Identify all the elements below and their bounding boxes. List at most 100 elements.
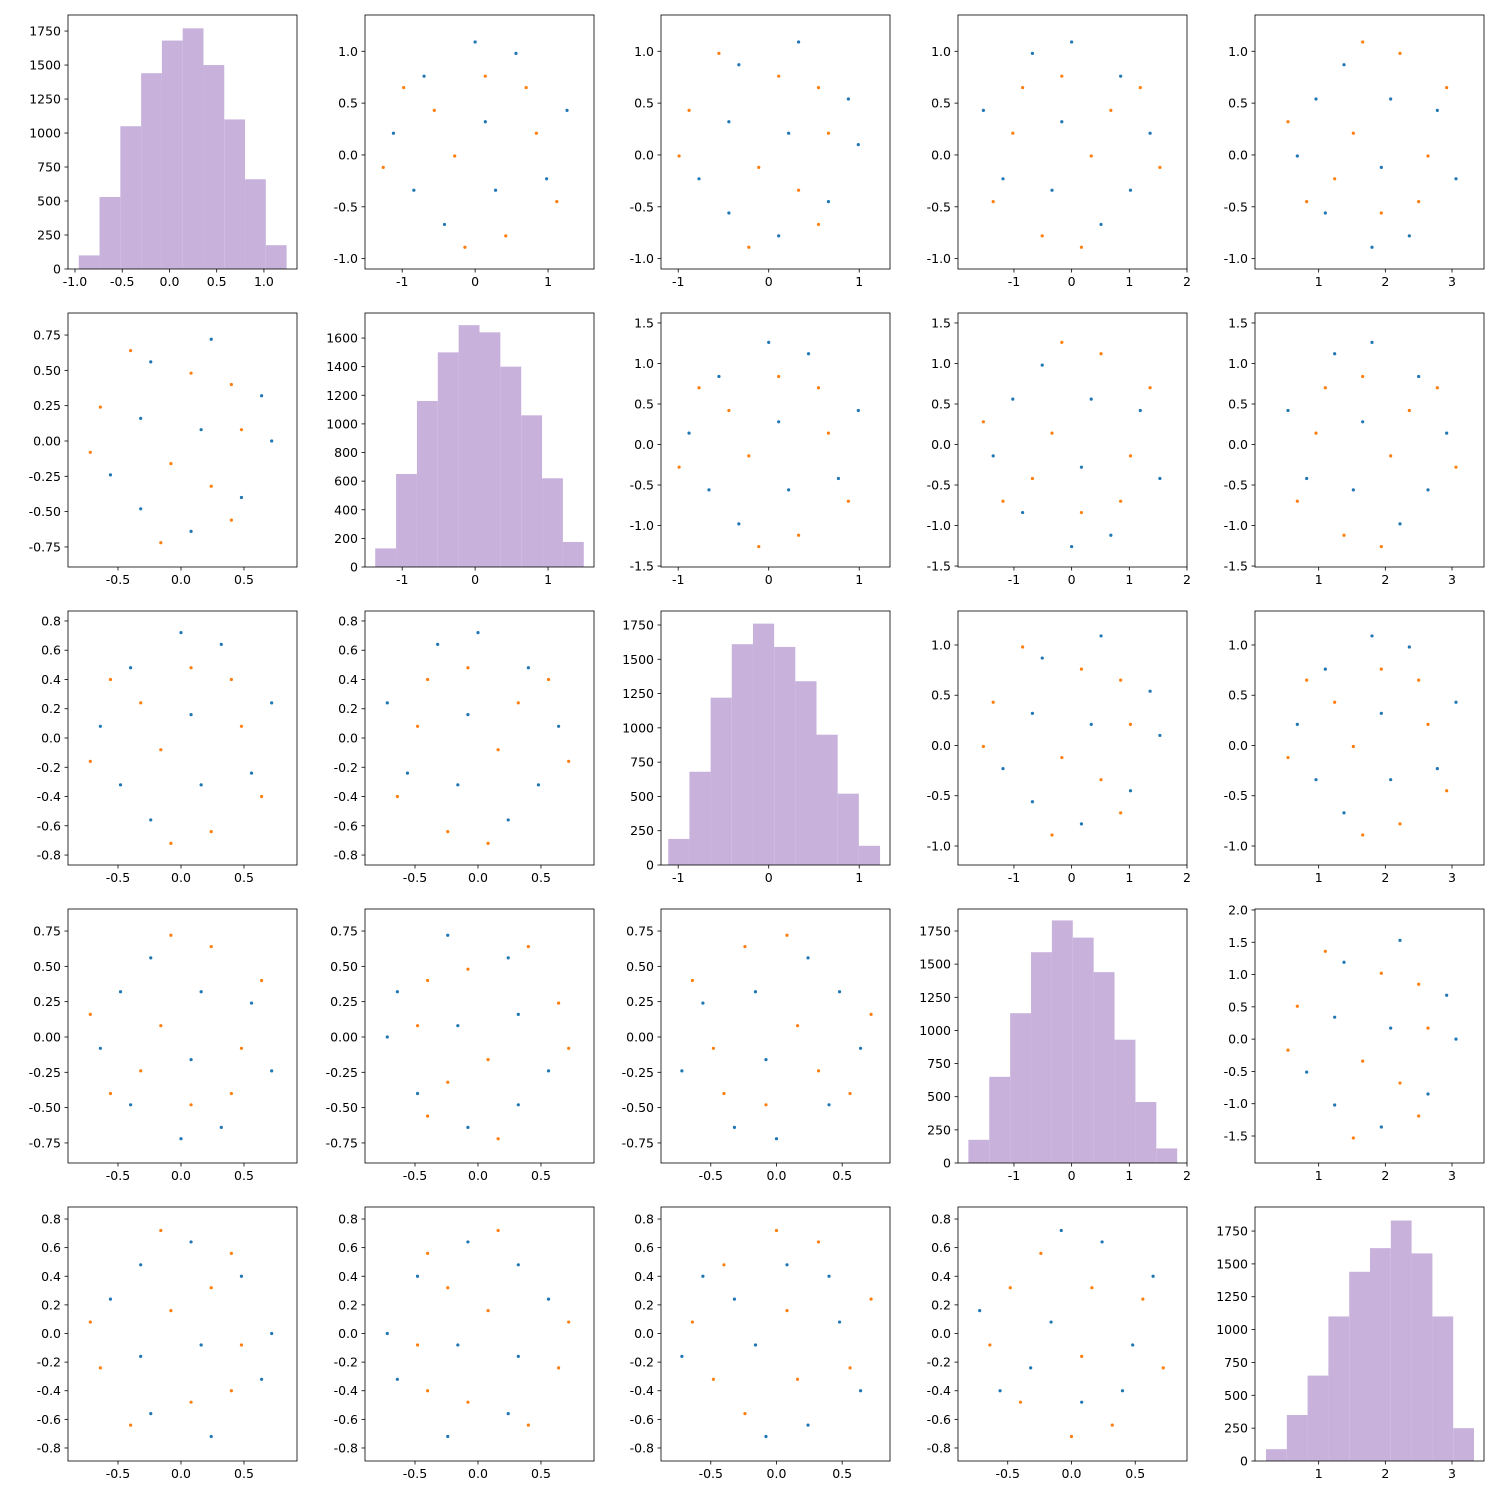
y-tick-label: -0.5 xyxy=(1224,788,1248,803)
x-tick-label: -0.5 xyxy=(403,1168,427,1183)
y-tick-label: -1.0 xyxy=(927,251,951,266)
y-tick-label: 0.00 xyxy=(33,433,61,448)
point xyxy=(1454,465,1458,469)
x-tick-label: -0.5 xyxy=(106,1466,130,1481)
y-tick-label: 0.25 xyxy=(33,398,61,413)
point xyxy=(1151,1274,1155,1278)
point xyxy=(88,759,92,764)
x-tick-label: 2 xyxy=(1381,1168,1389,1183)
point xyxy=(1417,374,1421,379)
axes-frame xyxy=(364,908,595,1164)
hist-bar xyxy=(1286,1415,1308,1461)
point xyxy=(1079,465,1084,469)
y-tick-label: -0.8 xyxy=(334,1440,358,1455)
point xyxy=(239,724,244,728)
point xyxy=(260,394,264,398)
x-tick-label: -1 xyxy=(1008,870,1020,885)
point xyxy=(108,1297,113,1301)
point xyxy=(453,154,457,158)
point xyxy=(753,990,758,994)
point xyxy=(690,1320,695,1324)
y-tick-label: 1500 xyxy=(622,652,654,667)
axes-frame xyxy=(957,312,1188,568)
point xyxy=(991,700,995,704)
point xyxy=(189,666,193,670)
x-tick-label: 1 xyxy=(1315,870,1323,885)
point xyxy=(757,165,761,169)
point xyxy=(1323,949,1327,953)
y-tick-label: 1000 xyxy=(29,126,61,141)
point xyxy=(1141,1297,1145,1301)
point xyxy=(1099,778,1103,782)
y-tick-label: 0.0 xyxy=(634,437,654,452)
point xyxy=(978,1309,982,1313)
hist-bar xyxy=(78,255,100,269)
y-tick-label: 0.2 xyxy=(634,1297,654,1312)
point xyxy=(149,1412,153,1416)
point xyxy=(516,1263,520,1267)
axes-frame xyxy=(660,14,891,270)
point xyxy=(1070,544,1074,549)
point xyxy=(546,1297,551,1301)
point xyxy=(785,1309,789,1313)
y-tick-label: 0.6 xyxy=(634,1240,654,1255)
x-tick-label: 0.5 xyxy=(1125,1466,1145,1481)
point xyxy=(1295,154,1299,158)
point xyxy=(239,1343,244,1347)
y-tick-label: 0.5 xyxy=(634,396,654,411)
x-tick-label: -0.5 xyxy=(699,1168,723,1183)
y-tick-label: -0.5 xyxy=(927,199,951,214)
x-tick-label: -1 xyxy=(1008,274,1020,289)
y-tick-label: 250 xyxy=(37,228,61,243)
point xyxy=(1407,645,1411,649)
point xyxy=(837,1320,842,1324)
y-tick-label: 1600 xyxy=(326,331,358,346)
y-tick-label: 0.2 xyxy=(41,1297,61,1312)
point xyxy=(270,439,274,443)
point xyxy=(412,188,416,192)
y-tick-label: -0.25 xyxy=(29,469,61,484)
point xyxy=(260,1377,264,1381)
y-tick-label: 500 xyxy=(37,194,61,209)
point xyxy=(1389,454,1393,458)
axes-frame xyxy=(1254,908,1485,1164)
point xyxy=(415,1091,420,1096)
y-tick-label: 0.0 xyxy=(338,147,358,162)
point xyxy=(415,1343,420,1347)
point xyxy=(108,677,113,682)
point xyxy=(1069,1434,1074,1439)
point xyxy=(690,978,695,983)
y-tick-label: 0 xyxy=(646,858,654,873)
point xyxy=(806,1423,810,1427)
point xyxy=(785,933,789,937)
y-tick-label: -0.50 xyxy=(326,1100,358,1115)
point xyxy=(1050,431,1054,435)
x-tick-label: 0.0 xyxy=(468,870,488,885)
y-tick-label: -0.2 xyxy=(37,1355,61,1370)
hist-bar xyxy=(1093,972,1115,1163)
point xyxy=(426,1114,430,1118)
point xyxy=(981,744,985,749)
point xyxy=(777,74,781,78)
point xyxy=(764,1057,768,1062)
point xyxy=(1089,154,1093,158)
point xyxy=(239,1046,244,1050)
point xyxy=(743,944,747,949)
point xyxy=(442,222,447,227)
hist-bar xyxy=(99,196,121,269)
point xyxy=(1342,63,1346,67)
y-tick-label: 1500 xyxy=(1216,1256,1248,1271)
y-tick-label: 0 xyxy=(1240,1454,1248,1469)
point xyxy=(1398,51,1402,55)
y-tick-label: -0.2 xyxy=(334,760,358,775)
x-tick-label: 0.0 xyxy=(171,572,191,587)
axes-frame xyxy=(1254,312,1485,568)
hist-bar xyxy=(479,332,501,567)
point xyxy=(677,465,681,469)
point xyxy=(139,1069,143,1073)
hist-bar xyxy=(837,793,859,865)
x-tick-label: 3 xyxy=(1448,1168,1456,1183)
axes-frame xyxy=(660,1206,891,1462)
point xyxy=(1079,510,1084,515)
point xyxy=(687,108,691,112)
